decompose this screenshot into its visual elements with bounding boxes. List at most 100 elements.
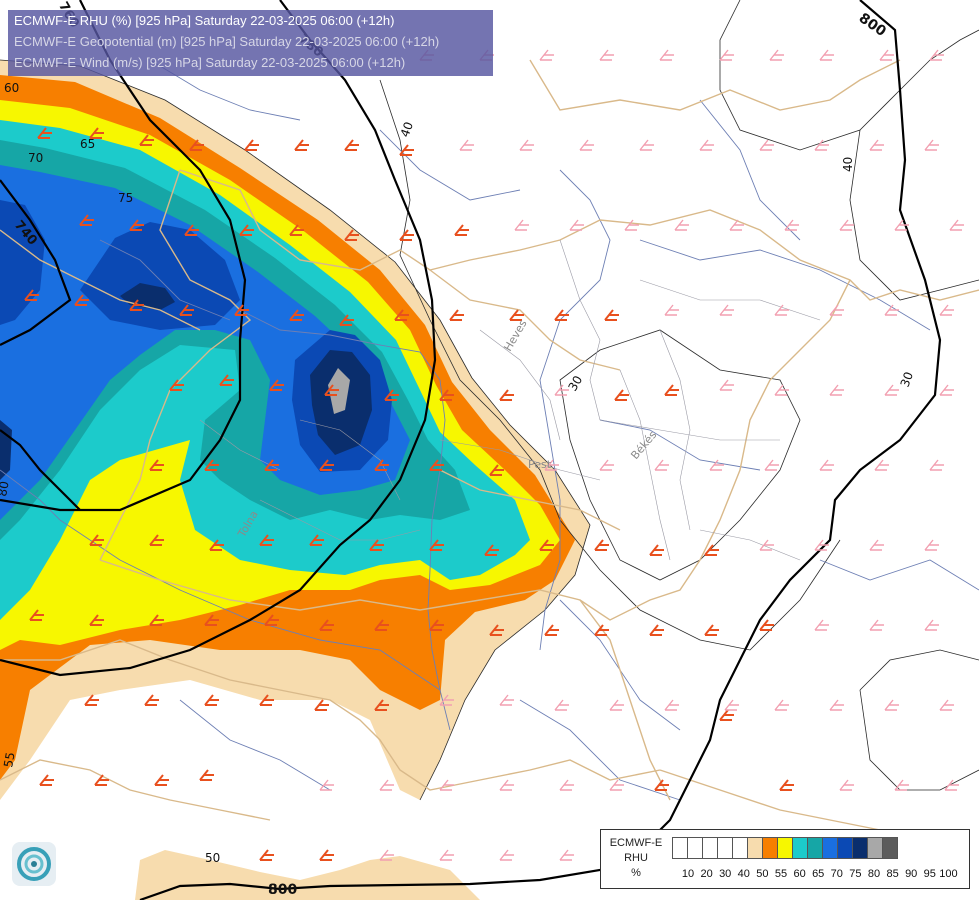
legend-swatch	[882, 837, 898, 859]
wind-barb	[774, 304, 789, 316]
wind-barb	[829, 304, 844, 316]
map-title-box: ECMWF-E RHU (%) [925 hPa] Saturday 22-03…	[8, 10, 493, 76]
wind-barb	[554, 384, 569, 396]
county-line-4	[479, 329, 561, 441]
legend-swatch	[822, 837, 838, 859]
wind-barb	[269, 379, 284, 391]
rh-contour-40-far-east	[849, 129, 979, 301]
wind-barb	[154, 774, 169, 786]
county-line-3	[599, 419, 780, 441]
rh-contour-south-2	[859, 689, 979, 791]
wind-barb	[399, 229, 414, 241]
river-small-1	[99, 239, 231, 321]
wind-barb	[814, 539, 829, 551]
border-inner-1	[429, 269, 621, 371]
river-mura	[0, 469, 61, 521]
wind-barb	[544, 624, 559, 636]
legend-swatch	[762, 837, 778, 859]
wind-barb	[374, 619, 389, 631]
wind-barb	[829, 699, 844, 711]
wind-barb	[759, 619, 774, 631]
county-line-1	[559, 239, 601, 421]
label-rh-40-b: 40	[841, 157, 855, 172]
wind-barb	[924, 539, 939, 551]
wind-barb	[89, 127, 104, 139]
wind-barb	[884, 384, 899, 396]
wind-barb	[184, 224, 199, 236]
wind-barb	[129, 299, 144, 311]
rhu-legend: ECMWF-E RHU % 10 20 30 40 50 55 60 65 70 75 80 85 90…	[600, 829, 970, 889]
legend-tick: 100	[939, 868, 958, 880]
wind-barb	[484, 544, 499, 556]
logo-icon	[12, 842, 56, 886]
wind-barb	[94, 774, 109, 786]
legend-color-scale	[672, 837, 898, 859]
legend-swatch	[807, 837, 823, 859]
county-line-7	[299, 419, 401, 501]
rh-contour-40-north	[719, 0, 979, 151]
wind-barb	[499, 389, 514, 401]
label-rh-75: 75	[118, 191, 133, 205]
wind-barb	[489, 464, 504, 476]
title-wind: ECMWF-E Wind (m/s) [925 hPa] Saturday 22…	[14, 55, 406, 70]
label-rh-30-a: 30	[565, 373, 585, 393]
wind-barb	[399, 144, 414, 156]
wind-barb	[439, 694, 454, 706]
legend-swatch	[702, 837, 718, 859]
wind-barb	[599, 459, 614, 471]
wind-barb	[374, 699, 389, 711]
legend-tick: 90	[905, 868, 918, 880]
wind-barb	[819, 459, 834, 471]
wind-barb	[29, 609, 44, 621]
wind-barb	[614, 389, 629, 401]
legend-tick-labels: 10 20 30 40 50 55 60 65 70 75 80 85 90 95 100	[673, 868, 973, 882]
legend-swatch	[687, 837, 703, 859]
river-small-2	[639, 239, 931, 331]
label-rh-50: 50	[205, 851, 220, 865]
border-southeast	[659, 769, 881, 831]
wind-barb	[339, 314, 354, 326]
humidity-fills	[0, 60, 590, 900]
title-rhu: ECMWF-E RHU (%) [925 hPa] Saturday 22-03…	[14, 13, 395, 28]
rh-contour-40-east	[379, 79, 841, 651]
river-small-8	[379, 129, 521, 201]
wind-barb	[939, 384, 954, 396]
humidity-contours	[0, 0, 979, 801]
wind-barb	[189, 139, 204, 151]
wind-barb	[519, 139, 534, 151]
river-small-3	[599, 419, 761, 471]
wind-barb	[209, 539, 224, 551]
wind-barb	[539, 49, 554, 61]
wind-barb	[149, 459, 164, 471]
legend-tick: 95	[923, 868, 936, 880]
wind-barb	[204, 459, 219, 471]
wind-barb	[24, 289, 39, 301]
wind-barb	[869, 139, 884, 151]
wind-barb	[884, 699, 899, 711]
wind-barb	[324, 384, 339, 396]
wind-barb	[759, 539, 774, 551]
wind-barb	[489, 624, 504, 636]
wind-barb	[314, 699, 329, 711]
wind-barb	[144, 694, 159, 706]
wind-barb	[774, 699, 789, 711]
wind-barb	[459, 139, 474, 151]
river-small-6	[519, 699, 681, 801]
title-geopotential: ECMWF-E Geopotential (m) [925 hPa] Satur…	[14, 34, 440, 49]
wind-barb	[439, 849, 454, 861]
county-line-11	[619, 369, 671, 561]
geo-740-b	[0, 429, 81, 511]
wind-barb	[559, 779, 574, 791]
wind-barb	[499, 779, 514, 791]
wind-barb	[674, 219, 689, 231]
legend-tick: 40	[737, 868, 750, 880]
rh-85-area	[80, 222, 240, 330]
wind-barb	[384, 389, 399, 401]
wind-barb	[609, 699, 624, 711]
wind-barb	[939, 304, 954, 316]
legend-tick: 65	[812, 868, 825, 880]
legend-swatch	[717, 837, 733, 859]
wind-barb	[259, 534, 274, 546]
